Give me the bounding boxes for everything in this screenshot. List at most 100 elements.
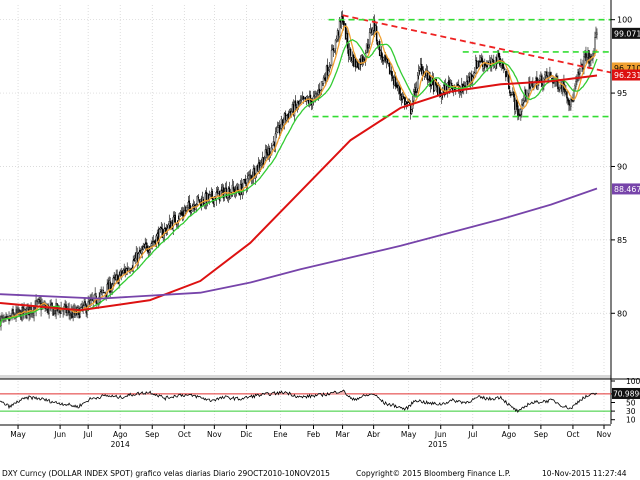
candle-body [232, 186, 235, 190]
candle-body [174, 214, 176, 223]
candle-body [309, 94, 312, 101]
candle-body [481, 58, 483, 63]
candle-body [570, 99, 572, 107]
candle-body [226, 197, 229, 199]
candle-body [158, 229, 160, 245]
candle-body [244, 178, 247, 185]
candle-body [293, 102, 296, 117]
candle-body [390, 70, 393, 77]
candle-body [326, 64, 329, 76]
x-month-label: Ene [273, 430, 287, 439]
candle-body [178, 213, 180, 220]
value-tag [612, 183, 640, 195]
main-y-axis: 80 85 90 95 100 [610, 0, 632, 424]
candle-body [271, 144, 274, 149]
x-month-label: Nov [597, 430, 612, 439]
candle-body [410, 109, 413, 114]
candle-body [523, 100, 525, 103]
candle-body [160, 227, 162, 230]
candle-body [314, 93, 317, 97]
candle-body [417, 70, 420, 76]
candle-body [498, 52, 500, 57]
candle-body [486, 65, 488, 68]
candle-body [334, 39, 337, 50]
candle-body [274, 133, 277, 147]
candle-body [448, 80, 450, 84]
candle-body [223, 191, 226, 198]
candle-body [349, 48, 352, 56]
candle-body [164, 227, 166, 229]
main-y-tick-label: 100 [617, 16, 632, 25]
candle-body [294, 100, 297, 107]
candle-body [24, 308, 26, 310]
candle-body [356, 61, 359, 68]
candle-body [172, 217, 174, 231]
candle-body [406, 102, 409, 104]
x-month-label: Nov [207, 430, 222, 439]
candle-body [503, 66, 505, 68]
candle-body [508, 75, 510, 90]
candle-body [473, 73, 475, 77]
candle-body [457, 84, 459, 86]
candle-body [184, 210, 187, 212]
candle-body [90, 299, 92, 301]
candle-body [150, 243, 152, 246]
candle-body [485, 64, 487, 66]
candle-body [151, 242, 153, 244]
candle-body [583, 56, 585, 69]
candle-body [575, 81, 577, 87]
candle-body [371, 28, 374, 35]
panel-separator [0, 375, 611, 379]
value-tag-label: 96.710 [614, 64, 640, 73]
candle-body [211, 191, 214, 200]
candle-body [329, 65, 332, 67]
candle-body [94, 293, 96, 295]
value-tag [612, 27, 640, 39]
candle-body [342, 20, 345, 26]
x-month-label: Jul [83, 430, 93, 439]
candle-body [69, 314, 71, 316]
candle-body [115, 274, 117, 280]
osc-value-tag [612, 387, 640, 399]
candle-body [285, 115, 288, 121]
candle-body [39, 300, 41, 303]
candle-body [320, 81, 323, 90]
candle-body [296, 102, 299, 108]
candle-body [510, 94, 512, 96]
candle-body [62, 310, 64, 312]
x-month-label: May [401, 430, 417, 439]
main-grid [0, 5, 640, 424]
candle-body [525, 89, 527, 98]
main-y-tick-label: 80 [617, 309, 627, 318]
candle-body [415, 87, 418, 92]
candle-body [576, 79, 578, 81]
candle-body [38, 299, 40, 301]
chart-description: DXY Curncy (DOLLAR INDEX SPOT) grafico v… [2, 469, 330, 478]
candle-body [155, 235, 157, 247]
candle-body [403, 97, 406, 105]
candle-body [592, 53, 594, 60]
candle-body [558, 89, 560, 91]
value-tag-label: 99.071 [614, 29, 640, 38]
candle-body [7, 316, 9, 318]
candle-body [382, 57, 385, 61]
x-month-label: Jun [53, 430, 66, 439]
candle-body [2, 316, 4, 319]
candle-body [322, 77, 325, 84]
candle-body [420, 64, 423, 75]
candle-body [451, 82, 453, 85]
osc-y-tick-label: 10 [626, 416, 636, 425]
value-tag-label: 88.467 [614, 185, 640, 194]
candle-body [146, 245, 148, 252]
candle-body [328, 66, 331, 70]
x-month-label: May [10, 430, 26, 439]
candle-body [367, 45, 370, 48]
candle-body [258, 161, 261, 168]
candle-body [66, 310, 68, 313]
candle-body [298, 101, 301, 105]
value-tag [612, 62, 640, 74]
candle-body [300, 98, 303, 101]
candle-body [48, 307, 50, 314]
